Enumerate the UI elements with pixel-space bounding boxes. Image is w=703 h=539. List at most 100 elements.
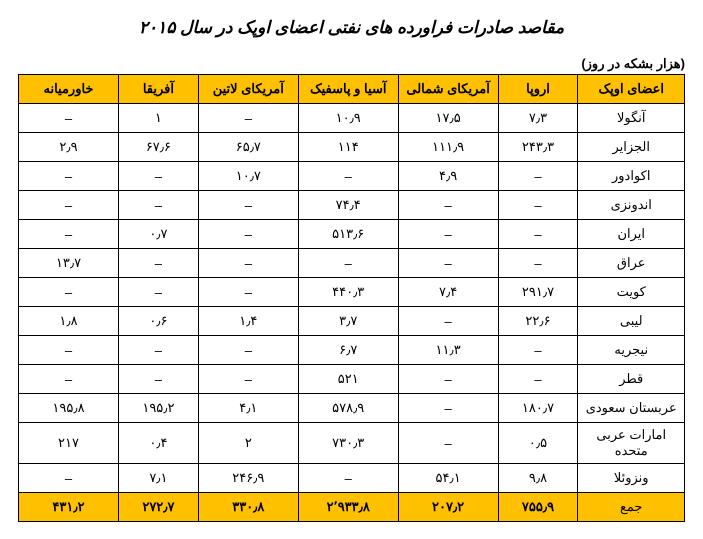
cell: –	[19, 365, 119, 394]
cell: ۰٫۶	[118, 307, 198, 336]
footer-cell: ۷۵۵٫۹	[498, 493, 578, 522]
cell: ۵۱۳٫۶	[298, 220, 398, 249]
row-label: امارات عربی متحده	[578, 423, 685, 464]
cell: ۴٫۱	[198, 394, 298, 423]
cell: ۷٫۴	[398, 278, 498, 307]
cell: ۱	[118, 104, 198, 133]
cell: ۲۴۳٫۳	[498, 133, 578, 162]
table-row: ونزوئلا۹٫۸۵۴٫۱–۲۴۶٫۹۷٫۱–	[19, 464, 685, 493]
row-label: عربستان سعودی	[578, 394, 685, 423]
cell: –	[19, 104, 119, 133]
column-header: آسیا و پاسفیک	[298, 75, 398, 104]
cell: –	[118, 278, 198, 307]
cell: ۲٫۹	[19, 133, 119, 162]
cell: ۰٫۷	[118, 220, 198, 249]
cell: –	[198, 278, 298, 307]
table-row: لیبی۲۲٫۶–۳٫۷۱٫۴۰٫۶۱٫۸	[19, 307, 685, 336]
cell: –	[398, 220, 498, 249]
table-row: آنگولا۷٫۳۱۷٫۵۱۰٫۹–۱–	[19, 104, 685, 133]
table-row: عربستان سعودی۱۸۰٫۷–۵۷۸٫۹۴٫۱۱۹۵٫۲۱۹۵٫۸	[19, 394, 685, 423]
table-row: الجزایر۲۴۳٫۳۱۱۱٫۹۱۱۴۶۵٫۷۶۷٫۶۲٫۹	[19, 133, 685, 162]
cell: ۵۲۱	[298, 365, 398, 394]
cell: –	[298, 464, 398, 493]
cell: ۱۱٫۳	[398, 336, 498, 365]
row-label: ونزوئلا	[578, 464, 685, 493]
cell: ۱٫۴	[198, 307, 298, 336]
cell: –	[298, 162, 398, 191]
cell: –	[19, 162, 119, 191]
cell: ۰٫۵	[498, 423, 578, 464]
cell: ۴۴۰٫۳	[298, 278, 398, 307]
table-row: عراق–––––۱۳٫۷	[19, 249, 685, 278]
row-label: آنگولا	[578, 104, 685, 133]
cell: ۱۱۱٫۹	[398, 133, 498, 162]
cell: ۴٫۹	[398, 162, 498, 191]
cell: ۱۹۵٫۸	[19, 394, 119, 423]
cell: ۱۹۵٫۲	[118, 394, 198, 423]
row-label: لیبی	[578, 307, 685, 336]
cell: –	[118, 365, 198, 394]
cell: ۳٫۷	[298, 307, 398, 336]
footer-cell: ۲۰۷٫۲	[398, 493, 498, 522]
table-row: اندونزی––۷۴٫۴–––	[19, 191, 685, 220]
table-row: نیجریه–۱۱٫۳۶٫۷–––	[19, 336, 685, 365]
cell: –	[398, 365, 498, 394]
cell: –	[498, 191, 578, 220]
cell: ۲۴۶٫۹	[198, 464, 298, 493]
cell: ۱٫۸	[19, 307, 119, 336]
cell: ۷۴٫۴	[298, 191, 398, 220]
cell: ۱۱۴	[298, 133, 398, 162]
unit-label: (هزار بشکه در روز)	[18, 56, 685, 74]
row-label: ایران	[578, 220, 685, 249]
table-row: ایران––۵۱۳٫۶–۰٫۷–	[19, 220, 685, 249]
cell: –	[398, 191, 498, 220]
row-label: نیجریه	[578, 336, 685, 365]
table-row: قطر––۵۲۱–––	[19, 365, 685, 394]
row-label: قطر	[578, 365, 685, 394]
cell: –	[118, 249, 198, 278]
cell: ۱۸۰٫۷	[498, 394, 578, 423]
cell: –	[19, 220, 119, 249]
cell: ۶٫۷	[298, 336, 398, 365]
cell: –	[198, 365, 298, 394]
table-row: امارات عربی متحده۰٫۵–۷۳۰٫۳۲۰٫۴۲۱۷	[19, 423, 685, 464]
cell: –	[398, 394, 498, 423]
cell: ۷٫۳	[498, 104, 578, 133]
row-label: کویت	[578, 278, 685, 307]
footer-cell: ۲٬۹۳۳٫۸	[298, 493, 398, 522]
footer-label: جمع	[578, 493, 685, 522]
footer-cell: ۲۷۲٫۷	[118, 493, 198, 522]
row-label: اکوادور	[578, 162, 685, 191]
cell: –	[498, 249, 578, 278]
cell: ۶۵٫۷	[198, 133, 298, 162]
cell: ۵۷۸٫۹	[298, 394, 398, 423]
page-title: مقاصد صادرات فراورده های نفتی اعضای اوپک…	[18, 12, 685, 56]
header-row: اعضای اوپکاروپاآمریکای شمالیآسیا و پاسفی…	[19, 75, 685, 104]
footer-cell: ۳۳۰٫۸	[198, 493, 298, 522]
cell: –	[19, 191, 119, 220]
cell: –	[198, 220, 298, 249]
column-header: آمریکای لاتین	[198, 75, 298, 104]
cell: –	[498, 220, 578, 249]
cell: –	[498, 162, 578, 191]
cell: –	[198, 104, 298, 133]
footer-cell: ۴۳۱٫۲	[19, 493, 119, 522]
table-row: اکوادور–۴٫۹–۱۰٫۷––	[19, 162, 685, 191]
row-label: اندونزی	[578, 191, 685, 220]
cell: ۱۰٫۷	[198, 162, 298, 191]
cell: –	[298, 249, 398, 278]
cell: ۷۳۰٫۳	[298, 423, 398, 464]
cell: ۲	[198, 423, 298, 464]
cell: ۲۲٫۶	[498, 307, 578, 336]
cell: –	[118, 191, 198, 220]
column-header: خاورمیانه	[19, 75, 119, 104]
cell: ۵۴٫۱	[398, 464, 498, 493]
cell: ۲۱۷	[19, 423, 119, 464]
cell: ۷٫۱	[118, 464, 198, 493]
cell: –	[198, 191, 298, 220]
cell: –	[118, 336, 198, 365]
cell: –	[19, 464, 119, 493]
footer-row: جمع۷۵۵٫۹۲۰۷٫۲۲٬۹۳۳٫۸۳۳۰٫۸۲۷۲٫۷۴۳۱٫۲	[19, 493, 685, 522]
cell: ۱۷٫۵	[398, 104, 498, 133]
cell: –	[19, 336, 119, 365]
